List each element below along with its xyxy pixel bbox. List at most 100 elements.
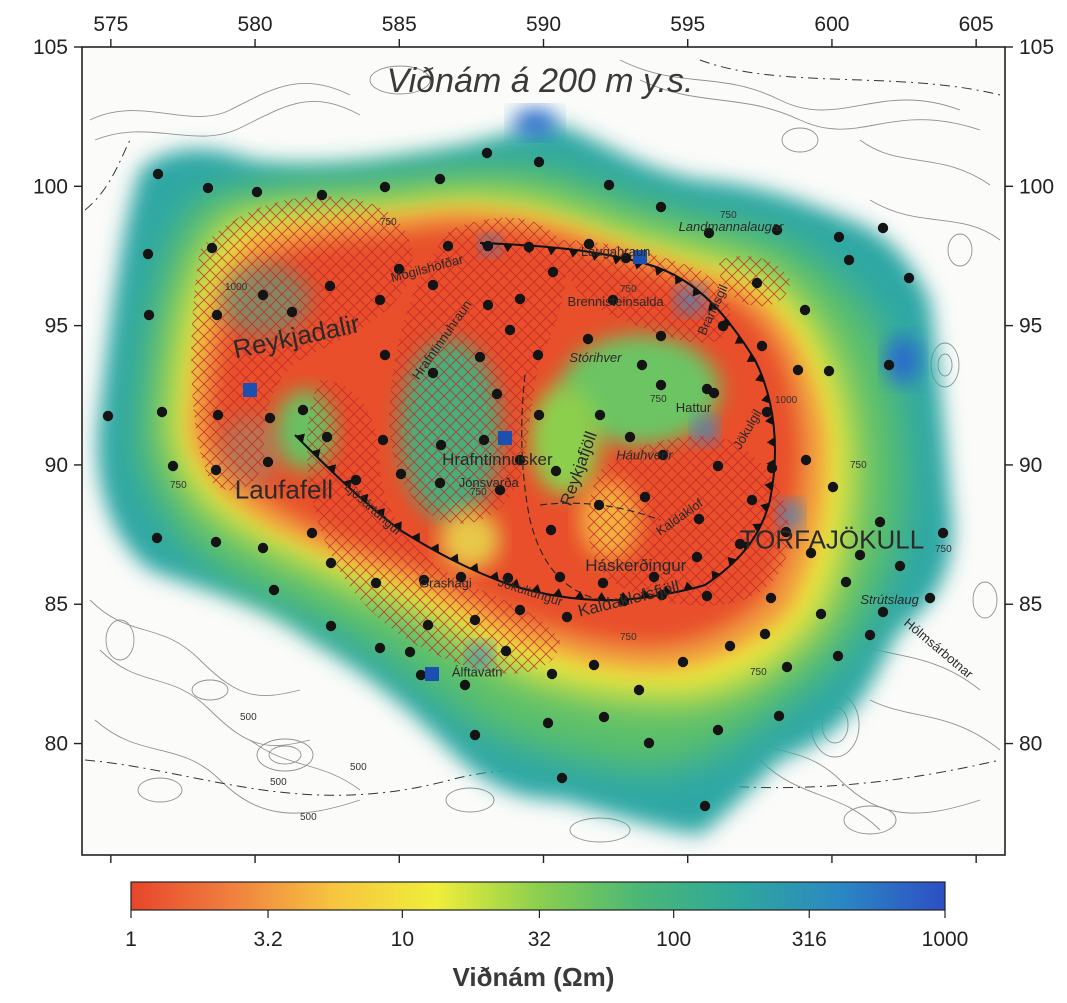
station-dot [481,147,493,159]
station-dot [874,516,886,528]
rim-tooth [449,553,459,564]
station-dot [268,584,280,596]
rim-tooth [359,493,369,504]
axis-labels: 575 580 585 590 595 600 605 105 105 100 100 95 95 90 9… [33,13,1054,756]
station-dot [556,772,568,784]
station-dot [533,156,545,168]
station-dot [212,409,224,421]
colorbar-tick-label: 1 [125,928,137,951]
rim-tooth [752,523,762,533]
colorbar-tick-label: 32 [528,928,551,951]
place-label: Brennisteinsalda [568,294,665,309]
station-dot [607,294,619,306]
station-dot [561,611,573,623]
colorbar-tick-label: 100 [656,928,691,951]
y-tick-label-left: 90 [45,454,68,477]
contour-label: 1000 [225,282,248,293]
station-dot [435,439,447,451]
station-dot [545,524,557,536]
station-dot [701,590,713,602]
station-dot [832,650,844,662]
x-tick-label: 580 [238,13,273,36]
station-dot [210,464,222,476]
place-label: Laugahraun [581,244,650,259]
colorbar-labels: 1 3.2 10 32 100 316 1000 [125,928,968,951]
station-dot [800,454,812,466]
rim-tooth [755,372,765,383]
rim-tooth [502,243,513,253]
contour-label: 500 [350,762,367,773]
station-dot [656,589,668,601]
station-dot [620,252,632,264]
x-tick-label: 590 [526,13,561,36]
station-dot [833,231,845,243]
station-dot [395,468,407,480]
station-dot [482,240,494,252]
station-dot [883,359,895,371]
station-dot [864,629,876,641]
borehole-marker [243,383,257,397]
y-tick-label-left: 100 [33,175,68,198]
station-dot [455,571,467,583]
station-dot [624,431,636,443]
contour-label: 750 [620,632,637,643]
y-tick-label-right: 80 [1019,733,1042,756]
station-dot [554,571,566,583]
topographic-contours [89,59,1001,843]
rim-tooth [727,556,737,567]
station-dot [603,179,615,191]
station-dot [542,717,554,729]
y-tick-label-left: 80 [45,733,68,756]
station-dot [550,465,562,477]
place-label: Hrafntinnusker [442,450,553,469]
station-dot [434,477,446,489]
station-dot [316,189,328,201]
rim-tooth [510,578,520,588]
station-dot [514,293,526,305]
contour-label: 750 [380,217,397,228]
station-dot [459,679,471,691]
rim-tooth [765,415,774,426]
station-dot [325,557,337,569]
rim-tooth [683,581,694,591]
rim-tooth [708,301,718,311]
station-dot [773,710,785,722]
contour-label: 750 [470,487,487,498]
station-dot [286,306,298,318]
station-dot [598,711,610,723]
station-dot [761,406,773,418]
station-dot [374,294,386,306]
rim-tooth [640,589,651,599]
station-dot [264,412,276,424]
station-dot [708,387,720,399]
station-dot [374,642,386,654]
station-dot [502,572,514,584]
station-dot [894,560,906,572]
station-dot [594,409,606,421]
station-dot [523,241,535,253]
station-dot [494,484,506,496]
station-dot [143,309,155,321]
station-dot [588,659,600,671]
station-dot [759,628,771,640]
borehole-marker [633,250,647,264]
station-dot [532,349,544,361]
station-dot [251,186,263,198]
x-tick-label: 600 [814,13,849,36]
station-dot [823,365,835,377]
station-dot [478,434,490,446]
station-dot [350,474,362,486]
station-dot [756,340,768,352]
colorbar-tick-label: 1000 [922,928,969,951]
station-dot [724,640,736,652]
station-dot [474,351,486,363]
station-dot [152,168,164,180]
station-dot [442,240,454,252]
station-dot [618,595,630,607]
colorbar-tick-label: 3.2 [253,928,282,951]
y-tick-label-left: 105 [33,36,68,59]
station-dot [156,406,168,418]
station-dot [703,227,715,239]
borehole-marker [425,667,439,681]
station-dot [324,280,336,292]
